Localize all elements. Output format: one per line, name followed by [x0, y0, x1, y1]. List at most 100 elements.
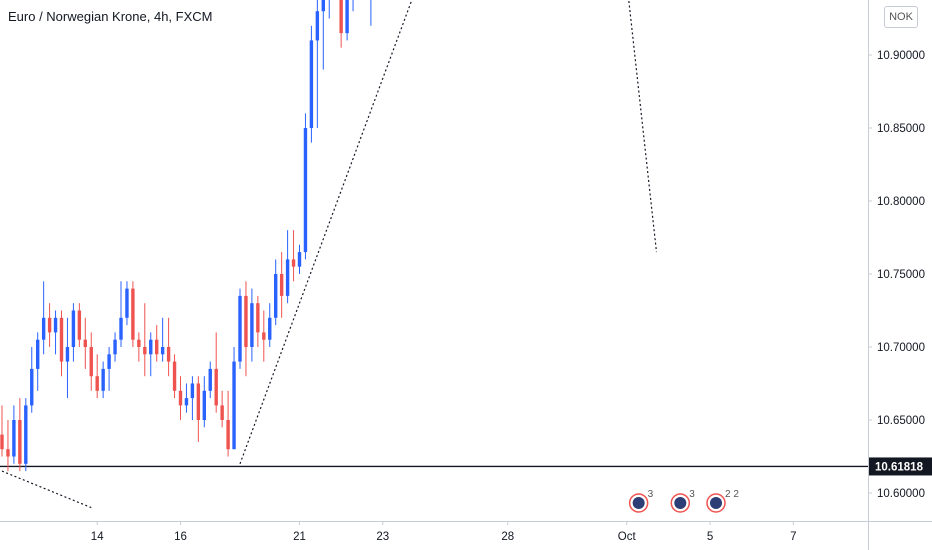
- candle-body: [208, 368, 212, 391]
- price-axis: 10.60000 10.65000 10.70000 10.75000 10.80000…: [868, 50, 925, 500]
- candle: [208, 361, 212, 399]
- candle: [166, 317, 171, 377]
- candle: [268, 303, 272, 347]
- candle: [352, 0, 354, 12]
- candle: [238, 288, 242, 369]
- candle-body: [220, 405, 224, 420]
- candle-body: [303, 128, 308, 253]
- x-tick-label: 23: [376, 531, 389, 543]
- candle: [309, 25, 314, 143]
- candle-body: [196, 383, 201, 420]
- candle-body: [149, 339, 153, 355]
- event-count: 3: [689, 489, 695, 500]
- candle-body: [178, 390, 183, 406]
- candle: [297, 244, 302, 274]
- x-tick-label: 21: [293, 531, 306, 543]
- chart-title: Euro / Norwegian Krone, 4h, FXCM: [8, 9, 213, 24]
- candle: [328, 0, 330, 19]
- candle: [370, 0, 372, 26]
- candle-body: [101, 368, 105, 391]
- candle: [77, 303, 82, 347]
- trendlines: [1, 0, 658, 509]
- candle-body: [59, 317, 64, 362]
- candle-body: [274, 274, 278, 318]
- candle-body: [160, 347, 165, 355]
- candle: [30, 347, 34, 413]
- candle-body: [214, 368, 218, 406]
- currency-button[interactable]: NOK: [884, 6, 918, 28]
- candle: [291, 230, 296, 282]
- candle-body: [77, 310, 82, 340]
- candle-body: [339, 0, 343, 34]
- horizontal-levels: [0, 465, 868, 468]
- candle-body: [83, 339, 87, 347]
- candle: [220, 390, 224, 428]
- candle: [256, 295, 260, 347]
- candle-body: [36, 339, 40, 369]
- price-tags: 11.1786310.6181811.0939059:45: [869, 457, 932, 476]
- candle-body: [41, 317, 46, 340]
- trendline: [1, 470, 92, 509]
- candle-body: [244, 295, 248, 347]
- y-tick-label: 10.80000: [877, 196, 925, 208]
- event-count: 3: [648, 489, 654, 500]
- candle: [303, 113, 308, 260]
- candle-body: [345, 0, 349, 34]
- x-tick-label: Oct: [618, 531, 637, 543]
- event-flag-icon: [632, 497, 645, 509]
- event-flag-icon: [710, 497, 722, 509]
- candle-body: [285, 259, 290, 296]
- candle-body: [155, 339, 159, 355]
- candle: [18, 398, 22, 472]
- candle: [190, 376, 195, 420]
- candle-body: [12, 420, 16, 457]
- candle-body: [250, 303, 254, 347]
- candle: [119, 281, 123, 347]
- candle-body: [95, 376, 99, 391]
- candle: [59, 310, 64, 377]
- candle-body: [297, 252, 302, 267]
- candle: [285, 230, 290, 304]
- candle: [71, 303, 76, 362]
- event-icon[interactable]: 3: [628, 489, 654, 513]
- candle: [226, 390, 230, 457]
- candle-body: [226, 420, 230, 450]
- candle: [83, 317, 87, 369]
- x-tick-label: 16: [174, 531, 187, 543]
- candle-body: [137, 339, 141, 347]
- candle-body: [119, 317, 123, 340]
- candle: [315, 0, 320, 128]
- event-flag-icon: [674, 497, 687, 509]
- candle: [95, 354, 99, 399]
- candle: [41, 281, 46, 355]
- candle: [345, 0, 349, 41]
- candle: [274, 259, 278, 326]
- candle: [214, 332, 218, 413]
- candle-body: [232, 361, 236, 450]
- candle: [149, 332, 153, 377]
- candle: [131, 281, 135, 347]
- candle: [172, 354, 177, 399]
- candle-body: [309, 40, 314, 128]
- event-count: 2 2: [725, 489, 739, 500]
- candle: [137, 332, 141, 362]
- candle-body: [321, 0, 325, 12]
- level-price-tag: 10.61818: [869, 457, 932, 476]
- candle-body: [256, 303, 260, 333]
- candle: [101, 361, 105, 399]
- candle: [89, 332, 93, 391]
- x-tick-label: 14: [91, 531, 104, 543]
- candle-body: [71, 310, 76, 347]
- x-tick-label: 7: [790, 531, 796, 543]
- candle-body: [166, 347, 171, 362]
- candle-body: [125, 288, 129, 318]
- candle: [155, 325, 159, 362]
- candle-body: [30, 368, 34, 406]
- candles: [0, 0, 372, 472]
- event-icon[interactable]: 2 2: [706, 489, 739, 513]
- candle-body: [184, 398, 189, 406]
- projection-path: [628, 0, 658, 253]
- event-icon[interactable]: 3: [670, 489, 695, 513]
